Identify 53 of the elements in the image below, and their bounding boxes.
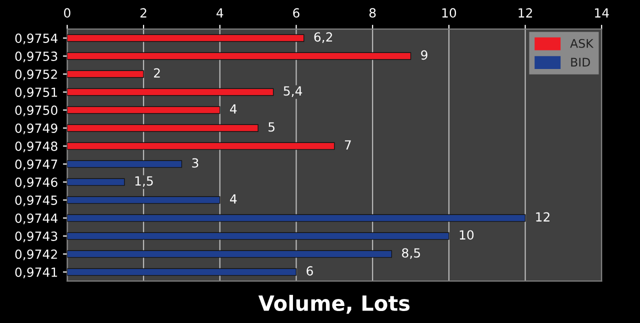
x-tick-label: 0 [64, 8, 70, 18]
bar [67, 52, 412, 60]
bar [67, 142, 335, 150]
bar [67, 34, 304, 42]
y-tick-label: 0,9748 [15, 142, 58, 152]
y-tick-label: 0,9741 [15, 267, 58, 278]
y-tick-label: 0,9747 [15, 160, 58, 170]
y-tick-label: 0,9746 [15, 178, 58, 188]
bar [67, 178, 125, 186]
data-label: 1,5 [135, 176, 153, 187]
data-label: 4 [230, 194, 237, 204]
bar [67, 196, 220, 204]
bar [67, 70, 144, 78]
x-tick-label: 4 [216, 8, 224, 18]
bar [67, 214, 526, 222]
data-label: 10 [460, 230, 474, 240]
legend-label: BID [571, 58, 590, 66]
data-label: 7 [344, 140, 351, 150]
data-label: 5 [268, 122, 274, 132]
bar [67, 106, 220, 114]
legend-label: ASK [570, 38, 594, 48]
bar [67, 250, 392, 258]
data-label: 4 [230, 104, 237, 114]
data-label: 3 [192, 158, 198, 168]
x-tick-label: 12 [518, 8, 532, 18]
data-label: 5,4 [284, 86, 302, 97]
x-tick-label: 2 [140, 8, 146, 18]
bar [67, 88, 274, 96]
y-tick-label: 0,9754 [15, 34, 58, 44]
bar [67, 124, 258, 132]
bar [67, 268, 297, 276]
x-tick-label: 14 [595, 8, 609, 18]
y-tick-label: 0,9749 [15, 124, 58, 134]
y-tick-label: 0,9753 [15, 52, 58, 62]
y-tick-label: 0,9750 [15, 106, 58, 116]
bar [67, 160, 182, 168]
x-axis-title: Volume, Lots [258, 294, 410, 314]
x-tick-label: 8 [369, 8, 376, 18]
data-label: 6,2 [314, 32, 332, 43]
y-tick-label: 0,9752 [15, 70, 57, 80]
data-label: 6 [306, 266, 313, 276]
data-label: 12 [536, 212, 550, 222]
y-tick-label: 0,9744 [15, 213, 58, 224]
x-tick-label: 6 [293, 8, 300, 18]
y-tick-label: 0,9745 [15, 196, 58, 206]
bar [67, 232, 450, 240]
data-label: 8,5 [402, 248, 420, 259]
y-tick-label: 0,9743 [15, 231, 58, 242]
y-tick-label: 0,9742 [15, 249, 57, 260]
y-tick-label: 0,9751 [15, 88, 58, 98]
data-label: 9 [421, 50, 428, 60]
x-tick-label: 10 [442, 8, 456, 18]
data-label: 2 [154, 68, 160, 78]
